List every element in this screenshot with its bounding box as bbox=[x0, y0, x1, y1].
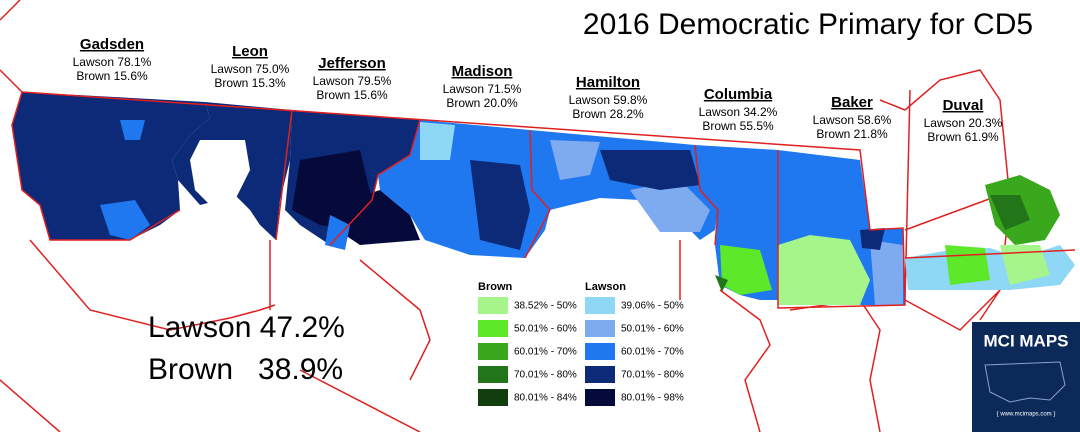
legend-swatch bbox=[478, 343, 508, 360]
county-result: Lawson 78.1% bbox=[73, 55, 152, 69]
total-line: Lawson 47.2% bbox=[148, 311, 345, 344]
county-name: Madison bbox=[452, 63, 513, 80]
legend-label: 38.52% - 50% bbox=[514, 301, 577, 312]
logo-title: MCI MAPS bbox=[984, 331, 1069, 350]
legend-swatch bbox=[585, 343, 615, 360]
county-result: Lawson 59.8% bbox=[569, 93, 648, 107]
district bbox=[11, 91, 1076, 309]
legend-swatch bbox=[585, 320, 615, 337]
county-result: Brown 15.6% bbox=[76, 69, 148, 83]
county-result: Lawson 75.0% bbox=[211, 62, 290, 76]
legend-swatch bbox=[478, 320, 508, 337]
legend-swatch bbox=[478, 297, 508, 314]
county-name: Gadsden bbox=[80, 36, 144, 53]
legend-swatch bbox=[478, 366, 508, 383]
legend-label: 80.01% - 84% bbox=[514, 393, 577, 404]
county-result: Lawson 34.2% bbox=[699, 105, 778, 119]
logo-box bbox=[972, 322, 1080, 432]
legend-label: 70.01% - 80% bbox=[514, 370, 577, 381]
county-name: Columbia bbox=[704, 86, 773, 103]
county-name: Jefferson bbox=[318, 55, 386, 72]
background-borders bbox=[0, 0, 1011, 432]
legend-label: 80.01% - 98% bbox=[621, 393, 684, 404]
county-result: Lawson 79.5% bbox=[313, 74, 392, 88]
legend-label: 60.01% - 70% bbox=[621, 347, 684, 358]
county-name: Leon bbox=[232, 43, 268, 60]
total-line: Brown 38.9% bbox=[148, 353, 343, 386]
county-result: Brown 21.8% bbox=[816, 127, 888, 141]
legend-swatch bbox=[585, 389, 615, 406]
map-title: 2016 Democratic Primary for CD5 bbox=[583, 8, 1033, 41]
county-result: Lawson 58.6% bbox=[813, 113, 892, 127]
legend-label: 60.01% - 70% bbox=[514, 347, 577, 358]
logo-usa bbox=[984, 361, 1066, 403]
county-result: Brown 61.9% bbox=[927, 130, 999, 144]
legend-swatch bbox=[478, 389, 508, 406]
legend-label: 39.06% - 50% bbox=[621, 301, 684, 312]
legend-swatch bbox=[585, 297, 615, 314]
legend-label: 50.01% - 60% bbox=[514, 324, 577, 335]
legend-title: Lawson bbox=[585, 281, 626, 293]
logo: MCI MAPS { www.mcimaps.com } bbox=[972, 322, 1080, 432]
county-result: Brown 55.5% bbox=[702, 119, 774, 133]
legend-label: 70.01% - 80% bbox=[621, 370, 684, 381]
logo-url: { www.mcimaps.com } bbox=[997, 412, 1056, 418]
county-name: Baker bbox=[831, 94, 873, 111]
county-result: Brown 15.6% bbox=[316, 88, 388, 102]
legend-swatch bbox=[585, 366, 615, 383]
legend-title: Brown bbox=[478, 281, 513, 293]
county-result: Brown 28.2% bbox=[572, 107, 644, 121]
county-result: Brown 15.3% bbox=[214, 76, 286, 90]
county-result: Lawson 71.5% bbox=[443, 82, 522, 96]
county-result: Brown 20.0% bbox=[446, 96, 518, 110]
county-name: Hamilton bbox=[576, 74, 640, 91]
county-name: Duval bbox=[943, 97, 984, 114]
legend-label: 50.01% - 60% bbox=[621, 324, 684, 335]
county-result: Lawson 20.3% bbox=[924, 116, 1003, 130]
